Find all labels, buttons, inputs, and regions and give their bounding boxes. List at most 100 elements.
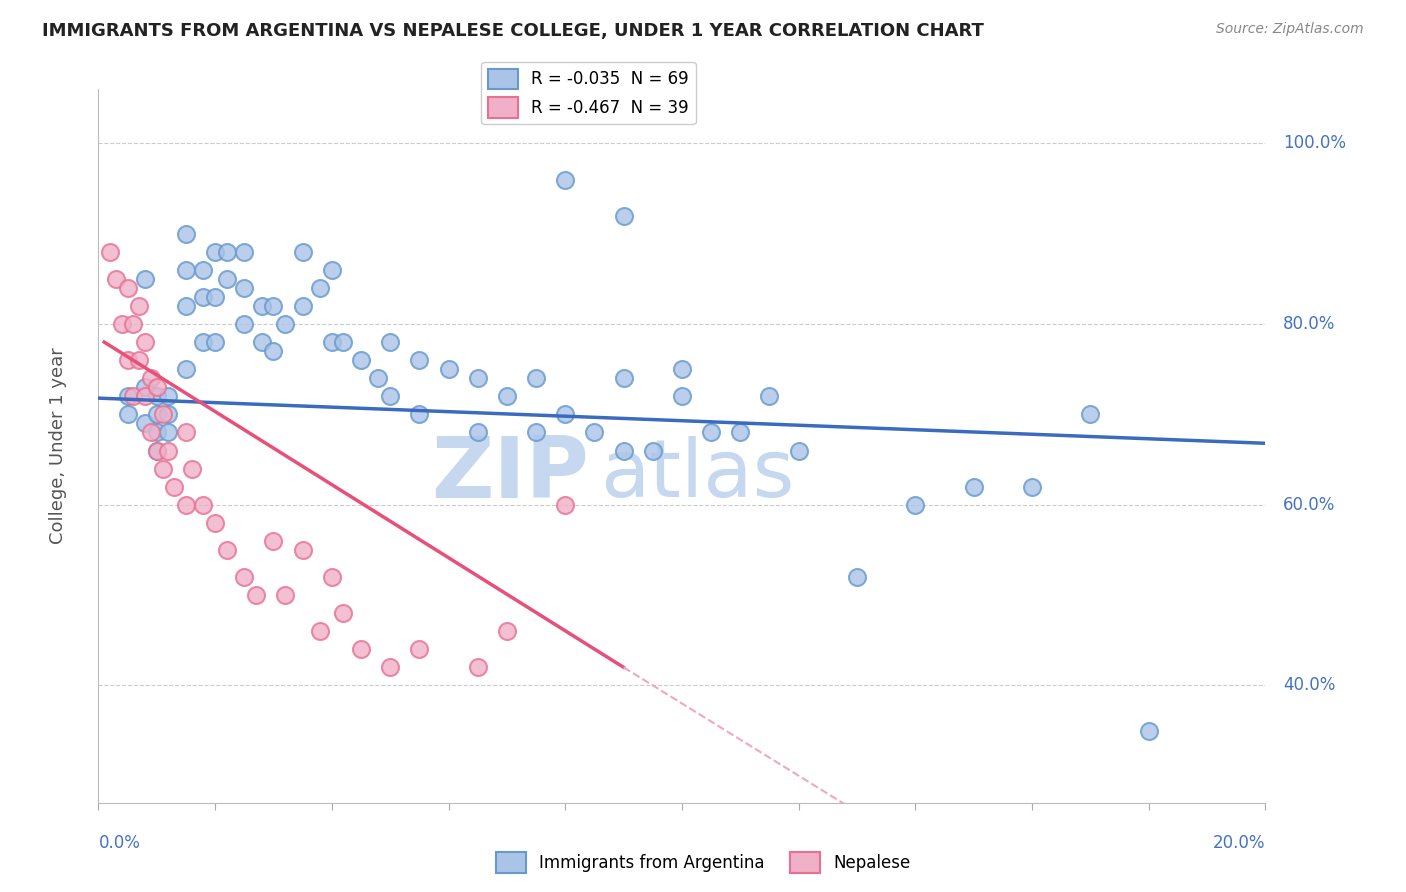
Point [291, 299, 314, 313]
Point [134, 335, 156, 350]
Point [204, 290, 226, 304]
Point [111, 317, 134, 331]
Text: 60.0%: 60.0% [1282, 496, 1336, 514]
Point [233, 281, 256, 295]
Point [117, 389, 139, 403]
Text: atlas: atlas [600, 435, 794, 514]
Point [262, 344, 284, 359]
Point [332, 606, 354, 620]
Text: ZIP: ZIP [430, 433, 589, 516]
Point [846, 570, 869, 584]
Point [467, 371, 489, 385]
Point [612, 209, 634, 223]
Point [122, 317, 145, 331]
Point [193, 290, 215, 304]
Point [554, 498, 576, 512]
Point [245, 588, 267, 602]
Point [250, 299, 273, 313]
Point [1137, 723, 1160, 738]
Point [408, 642, 430, 657]
Point [134, 417, 156, 431]
Point [193, 498, 215, 512]
Point [122, 389, 145, 403]
Point [215, 272, 238, 286]
Point [233, 244, 256, 259]
Point [152, 408, 174, 422]
Point [380, 335, 402, 350]
Point [291, 244, 314, 259]
Point [134, 272, 156, 286]
Point [437, 362, 460, 376]
Point [641, 443, 664, 458]
Point [174, 263, 197, 277]
Text: 80.0%: 80.0% [1282, 315, 1336, 333]
Point [583, 425, 606, 440]
Point [730, 425, 752, 440]
Point [554, 408, 576, 422]
Point [146, 380, 169, 394]
Point [139, 371, 162, 385]
Point [174, 362, 197, 376]
Point [554, 172, 576, 186]
Point [309, 281, 332, 295]
Point [408, 408, 430, 422]
Point [157, 389, 180, 403]
Point [380, 660, 402, 674]
Point [193, 263, 215, 277]
Point [146, 408, 169, 422]
Point [157, 443, 180, 458]
Point [467, 425, 489, 440]
Point [467, 660, 489, 674]
Point [146, 425, 169, 440]
Point [204, 244, 226, 259]
Point [758, 389, 780, 403]
Text: IMMIGRANTS FROM ARGENTINA VS NEPALESE COLLEGE, UNDER 1 YEAR CORRELATION CHART: IMMIGRANTS FROM ARGENTINA VS NEPALESE CO… [42, 22, 984, 40]
Text: College, Under 1 year: College, Under 1 year [49, 348, 66, 544]
Point [380, 389, 402, 403]
Point [134, 389, 156, 403]
Point [700, 425, 723, 440]
Point [146, 443, 169, 458]
Point [612, 443, 634, 458]
Point [962, 480, 984, 494]
Point [152, 461, 174, 475]
Point [117, 353, 139, 368]
Point [215, 542, 238, 557]
Text: 0.0%: 0.0% [98, 834, 141, 853]
Point [98, 244, 121, 259]
Point [262, 533, 284, 548]
Point [174, 498, 197, 512]
Point [904, 498, 927, 512]
Point [321, 335, 343, 350]
Text: 20.0%: 20.0% [1213, 834, 1265, 853]
Point [524, 371, 547, 385]
Point [321, 263, 343, 277]
Point [233, 570, 256, 584]
Point [174, 227, 197, 241]
Point [321, 570, 343, 584]
Point [174, 425, 197, 440]
Point [787, 443, 810, 458]
Point [163, 480, 186, 494]
Text: 40.0%: 40.0% [1282, 676, 1336, 694]
Text: Source: ZipAtlas.com: Source: ZipAtlas.com [1216, 22, 1364, 37]
Point [524, 425, 547, 440]
Point [104, 272, 127, 286]
Point [1080, 408, 1102, 422]
Point [193, 335, 215, 350]
Point [134, 380, 156, 394]
Point [233, 317, 256, 331]
Point [262, 299, 284, 313]
Point [496, 624, 519, 639]
Point [117, 408, 139, 422]
Point [157, 408, 180, 422]
Point [367, 371, 389, 385]
Point [128, 353, 150, 368]
Legend: Immigrants from Argentina, Nepalese: Immigrants from Argentina, Nepalese [489, 846, 917, 880]
Point [157, 425, 180, 440]
Point [309, 624, 332, 639]
Point [291, 542, 314, 557]
Point [204, 516, 226, 530]
Point [671, 389, 693, 403]
Point [139, 425, 162, 440]
